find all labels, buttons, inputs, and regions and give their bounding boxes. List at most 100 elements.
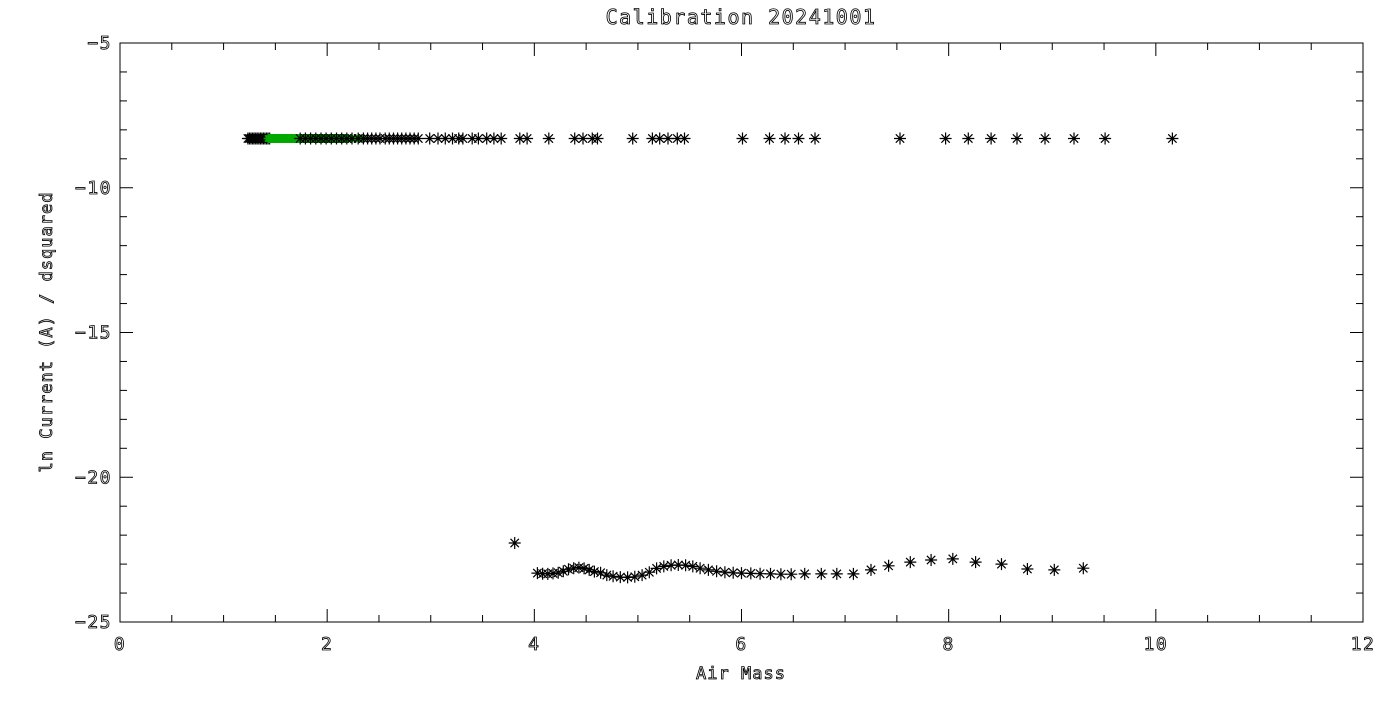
data-point-marker — [1166, 132, 1179, 145]
data-point-marker — [572, 561, 585, 574]
data-point-marker — [736, 132, 749, 145]
x-tick-label: 2 — [321, 634, 333, 655]
data-points — [241, 132, 1179, 584]
data-point-marker — [702, 563, 715, 576]
data-point-marker — [925, 554, 938, 566]
data-point-marker — [671, 132, 684, 145]
data-point-marker — [542, 132, 555, 145]
data-point-marker — [1011, 132, 1023, 145]
data-point-marker — [1048, 563, 1061, 576]
y-tick-label: −10 — [75, 178, 112, 199]
x-tick-label: 0 — [114, 634, 126, 655]
data-point-marker — [1099, 132, 1112, 145]
data-point-marker — [686, 560, 699, 573]
data-point-marker — [466, 132, 479, 145]
x-axis-label: Air Mass — [696, 664, 786, 684]
chart-title: Calibration 20241001 — [606, 5, 877, 29]
data-point-marker — [727, 566, 740, 579]
data-point-marker — [646, 132, 659, 145]
data-point-marker — [710, 565, 723, 578]
y-tick-label: −20 — [75, 467, 112, 488]
x-tick-label: 12 — [1351, 634, 1376, 655]
x-tick-label: 6 — [735, 634, 747, 655]
data-point-marker — [1039, 132, 1051, 145]
data-point-marker — [672, 559, 685, 571]
data-point-marker — [946, 552, 959, 565]
data-point-marker — [614, 571, 627, 584]
data-point-marker — [939, 132, 952, 145]
data-point-marker — [985, 132, 998, 145]
data-point-marker — [679, 559, 692, 572]
data-point-marker — [423, 132, 436, 145]
data-point-marker — [779, 132, 791, 145]
axis-tick-labels: 0 2 4 6 8 10 12 −5 −10 −15 −20 −25 — [75, 33, 1376, 656]
data-point-marker — [792, 132, 805, 145]
data-point-marker — [446, 132, 459, 145]
y-tick-label: −15 — [75, 323, 112, 344]
data-point-marker — [513, 132, 526, 145]
data-point-marker — [568, 132, 581, 145]
data-point-marker — [735, 567, 748, 580]
data-point-marker — [763, 132, 776, 145]
data-point-marker — [754, 567, 767, 580]
data-point-marker — [1068, 132, 1080, 145]
data-point-marker — [995, 558, 1008, 571]
data-point-marker — [815, 567, 828, 580]
data-point-marker — [830, 567, 843, 580]
data-point-marker — [962, 132, 975, 145]
data-point-marker — [809, 132, 821, 145]
data-point-marker — [785, 568, 798, 581]
data-point-marker — [744, 567, 757, 580]
series-upper-band-black — [294, 132, 1179, 145]
data-point-marker — [626, 132, 639, 145]
x-tick-label: 4 — [528, 634, 540, 655]
data-point-marker — [764, 567, 777, 580]
data-point-marker — [562, 563, 575, 576]
data-point-marker — [636, 569, 649, 582]
data-point-marker — [621, 571, 634, 584]
data-point-marker — [718, 566, 731, 579]
data-point-marker — [594, 566, 607, 579]
data-point-marker — [694, 562, 707, 575]
data-point-marker — [552, 566, 565, 579]
data-point-marker — [657, 560, 670, 573]
data-point-marker — [432, 132, 444, 145]
series-lower-band-black — [508, 537, 1090, 584]
data-point-marker — [662, 132, 674, 145]
data-point-marker — [643, 566, 656, 579]
data-point-marker — [628, 570, 641, 583]
data-point-marker — [1077, 562, 1090, 575]
y-axis-label: ln Current (A) / dsquared — [37, 192, 57, 473]
data-point-marker — [607, 570, 620, 583]
data-point-marker — [1021, 563, 1034, 575]
plot-border — [119, 42, 1364, 623]
data-point-marker — [588, 565, 601, 578]
y-tick-label: −5 — [87, 33, 112, 54]
data-point-marker — [665, 559, 678, 572]
data-point-marker — [650, 562, 663, 575]
data-point-marker — [577, 132, 589, 145]
data-point-marker — [882, 559, 895, 572]
data-point-marker — [578, 562, 591, 575]
data-point-marker — [774, 568, 787, 581]
x-tick-label: 10 — [1143, 634, 1168, 655]
data-point-marker — [798, 567, 811, 580]
data-point-marker — [487, 132, 500, 145]
data-point-marker — [412, 132, 425, 145]
data-point-marker — [521, 132, 534, 145]
data-point-marker — [346, 132, 358, 145]
data-point-marker — [495, 132, 508, 145]
data-point-marker — [480, 132, 493, 145]
data-point-marker — [653, 132, 666, 145]
data-point-marker — [508, 537, 521, 549]
data-point-marker — [456, 132, 469, 145]
data-point-marker — [557, 565, 570, 578]
data-point-marker — [894, 132, 906, 145]
data-point-marker — [847, 567, 860, 580]
data-point-marker — [439, 132, 452, 145]
data-point-marker — [591, 132, 604, 145]
data-point-marker — [472, 132, 485, 145]
data-point-marker — [583, 563, 596, 576]
